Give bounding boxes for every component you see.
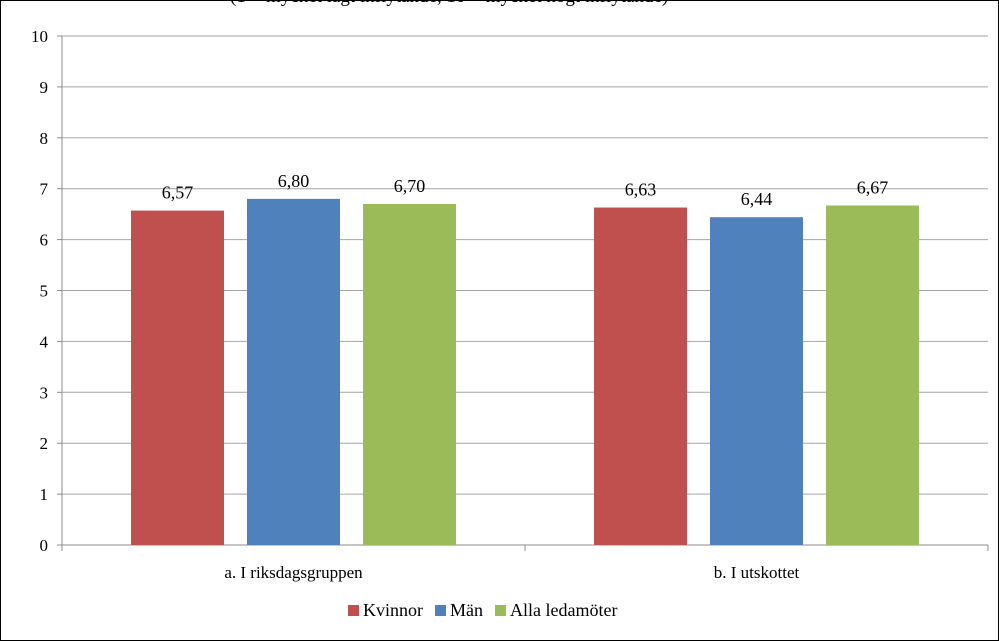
bar: [710, 217, 803, 546]
bar: [247, 198, 340, 545]
y-tick-label: 2: [40, 434, 49, 453]
legend-label: Alla ledamöter: [510, 600, 617, 620]
y-tick-label: 1: [40, 485, 49, 504]
y-tick-label: 7: [40, 180, 49, 199]
chart-title-fragment: (1 = mycket lågt inflytande, 10 = mycket…: [230, 0, 668, 8]
data-label: 6,70: [394, 176, 426, 196]
legend-label: Män: [450, 600, 483, 620]
y-tick-label: 4: [40, 332, 49, 351]
bar: [363, 203, 456, 545]
legend-swatch: [348, 605, 359, 616]
legend-item: Män: [435, 600, 483, 620]
legend-label: Kvinnor: [363, 600, 423, 620]
data-label: 6,44: [741, 189, 773, 209]
legend-item: Kvinnor: [348, 600, 423, 620]
data-label: 6,63: [625, 180, 657, 200]
y-tick-label: 5: [40, 282, 49, 301]
y-tick-label: 10: [31, 27, 48, 46]
y-tick-label: 8: [40, 129, 49, 148]
data-label: 6,57: [162, 183, 194, 203]
bar: [131, 210, 224, 545]
category-label: a. I riksdagsgruppen: [224, 563, 363, 582]
data-label: 6,67: [857, 177, 889, 197]
data-label: 6,80: [278, 171, 310, 191]
legend-swatch: [435, 605, 446, 616]
y-tick-label: 9: [40, 78, 49, 97]
legend-swatch: [495, 605, 506, 616]
y-tick-label: 6: [40, 231, 49, 250]
y-tick-label: 0: [40, 536, 49, 555]
category-label: b. I utskottet: [714, 563, 800, 582]
bar: [826, 205, 919, 545]
legend-item: Alla ledamöter: [495, 600, 617, 620]
bar: [594, 207, 687, 545]
y-tick-label: 3: [40, 383, 49, 402]
